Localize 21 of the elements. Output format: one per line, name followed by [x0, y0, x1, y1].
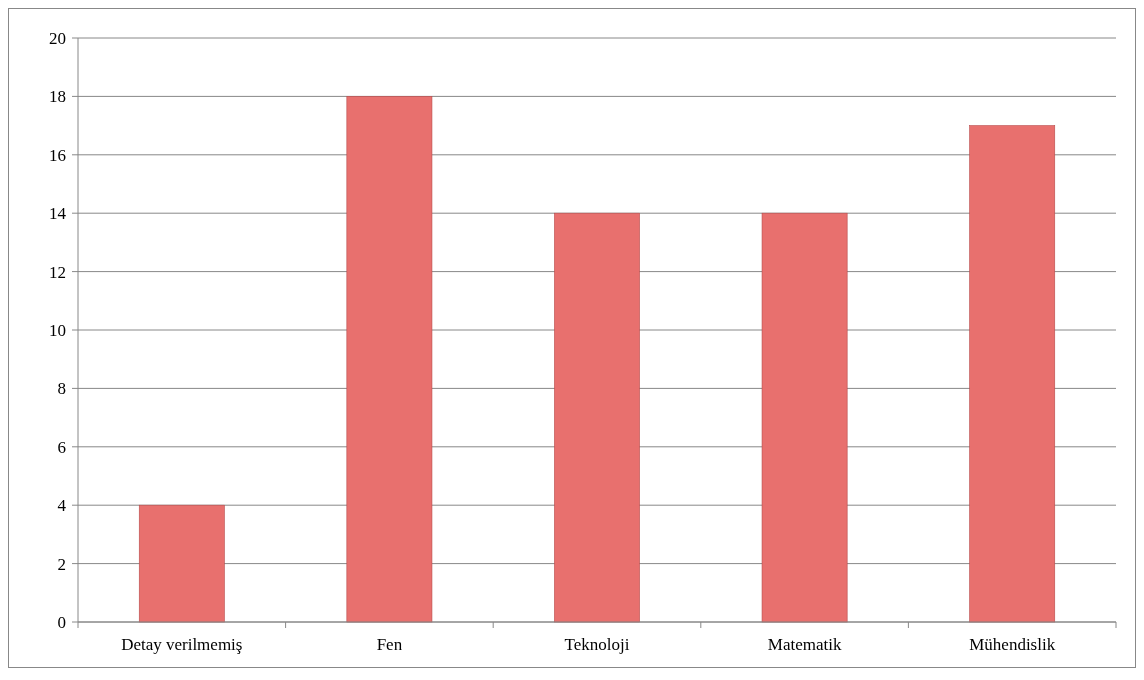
x-tick-label: Teknoloji: [564, 635, 630, 654]
bar: [346, 96, 433, 623]
y-tick-label: 12: [49, 262, 66, 282]
y-tick-label: 0: [57, 612, 66, 632]
x-tick-label: Fen: [376, 635, 403, 654]
y-tick-label: 10: [49, 320, 66, 340]
bar: [554, 212, 640, 623]
y-tick-label: 18: [49, 87, 66, 107]
y-tick-label: 16: [49, 145, 66, 165]
x-tick-label: Matematik: [767, 635, 842, 654]
y-tick-label: 2: [57, 554, 66, 574]
y-tick-label: 4: [57, 496, 67, 516]
y-tick-label: 8: [57, 379, 66, 399]
y-tick-label: 14: [49, 204, 67, 224]
bar: [761, 212, 848, 623]
y-tick-label: 6: [57, 437, 66, 457]
y-tick-label: 20: [49, 28, 66, 48]
x-tick-label: Detay verilmemiş: [121, 635, 243, 654]
bar: [138, 504, 225, 623]
bar: [969, 125, 1056, 623]
x-tick-label: Mühendislik: [969, 635, 1056, 654]
